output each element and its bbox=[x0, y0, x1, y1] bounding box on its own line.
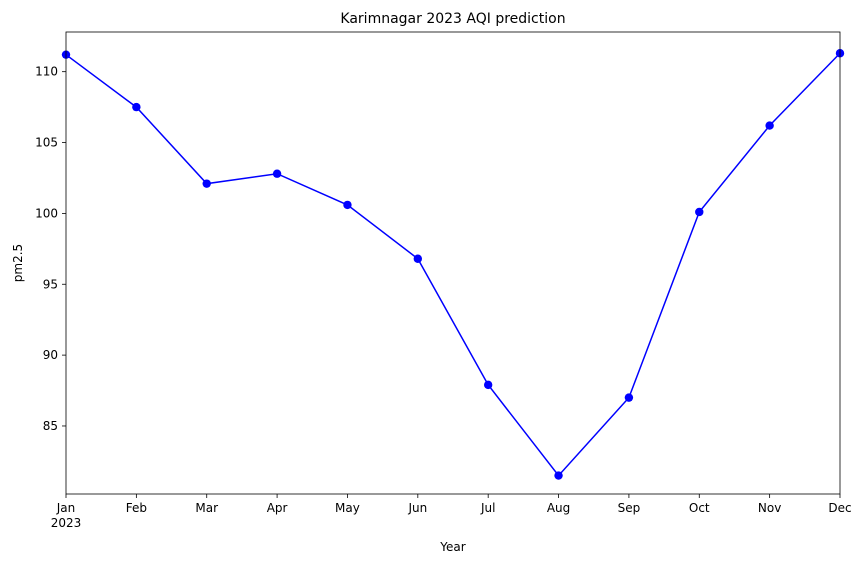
x-tick-label: May bbox=[335, 501, 360, 515]
y-tick-label: 105 bbox=[35, 136, 58, 150]
x-tick-label: Oct bbox=[689, 501, 710, 515]
x-tick-label: Feb bbox=[126, 501, 147, 515]
x-axis: Jan Feb Mar Apr May Jun Jul Aug Sep Oct Nov Dec 2023 bbox=[51, 494, 852, 530]
x-tick-year-label: 2023 bbox=[51, 516, 82, 530]
plot-frame bbox=[65, 31, 841, 495]
series-line bbox=[65, 52, 841, 477]
x-tick-label: Sep bbox=[618, 501, 641, 515]
chart-title: Karimnagar 2023 AQI prediction bbox=[340, 11, 565, 27]
x-axis-label: Year bbox=[439, 540, 465, 554]
y-tick-label: 85 bbox=[43, 419, 58, 433]
x-tick-label: Mar bbox=[195, 501, 218, 515]
x-tick-label: Aug bbox=[547, 501, 570, 515]
y-tick-label: 110 bbox=[35, 65, 58, 79]
y-tick-label: 100 bbox=[35, 206, 58, 220]
data-point bbox=[272, 169, 282, 178]
x-tick-label: Jun bbox=[407, 501, 427, 515]
data-point bbox=[132, 102, 141, 112]
data-point bbox=[483, 380, 493, 390]
x-tick-label: Jan bbox=[56, 501, 76, 515]
plot-area bbox=[61, 49, 845, 480]
y-tick-label: 90 bbox=[43, 348, 58, 362]
x-tick-label: Apr bbox=[267, 501, 288, 515]
y-tick-label: 95 bbox=[43, 277, 58, 291]
data-point bbox=[624, 393, 634, 402]
y-axis-label: pm2.5 bbox=[11, 244, 25, 282]
data-point bbox=[554, 471, 563, 480]
x-tick-label: Jul bbox=[480, 501, 495, 515]
data-point bbox=[695, 207, 704, 217]
data-point bbox=[343, 200, 352, 210]
data-point bbox=[413, 254, 423, 263]
y-axis: 85 90 95 100 105 110 bbox=[35, 65, 66, 433]
x-tick-label: Dec bbox=[828, 501, 851, 515]
data-point bbox=[202, 179, 211, 188]
data-point bbox=[765, 121, 774, 130]
x-tick-label: Nov bbox=[758, 501, 781, 515]
